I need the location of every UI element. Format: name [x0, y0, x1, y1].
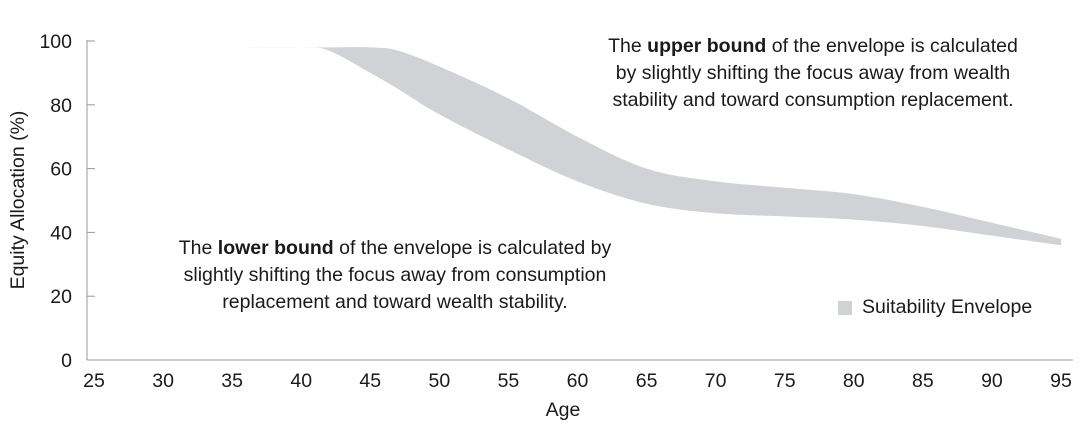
lower-annot-line1-rest: of the envelope is calculated by	[333, 237, 612, 259]
y-tick-label: 60	[50, 159, 72, 181]
envelope-layer	[232, 47, 1062, 246]
x-tick-label: 70	[705, 370, 727, 392]
y-tick-label: 100	[39, 31, 72, 53]
suitability-envelope-area	[232, 47, 1062, 246]
x-tick-label: 50	[429, 370, 451, 392]
x-tick-label: 35	[221, 370, 243, 392]
x-tick-label: 55	[498, 370, 520, 392]
upper-annot-pre: The	[608, 35, 648, 57]
y-tick-label: 40	[50, 222, 72, 244]
y-tick-label: 0	[61, 350, 72, 372]
upper-bound-annotation: The upper bound of the envelope is calcu…	[548, 33, 1078, 114]
y-tick-label: 80	[50, 95, 72, 117]
x-tick-label: 45	[359, 370, 381, 392]
x-tick-label: 60	[567, 370, 589, 392]
lower-annot-line2: slightly shifting the focus away from co…	[183, 264, 607, 286]
x-tick-label: 30	[152, 370, 174, 392]
legend-swatch	[838, 300, 852, 315]
x-tick-label: 85	[912, 370, 934, 392]
lower-bound-annotation: The lower bound of the envelope is calcu…	[120, 235, 670, 316]
y-axis-label: Equity Allocation (%)	[7, 111, 29, 290]
x-tick-label: 65	[636, 370, 658, 392]
y-tick-label: 20	[50, 286, 72, 308]
lower-annot-pre: The	[178, 237, 218, 259]
upper-annot-line3: stability and toward consumption replace…	[612, 89, 1014, 111]
legend: Suitability Envelope	[838, 296, 1032, 319]
x-tick-label: 25	[83, 370, 105, 392]
x-ticks: 25 30 35 40 45 50 55 60 65 70 75 80 85 90 95	[83, 370, 1072, 392]
x-tick-label: 80	[843, 370, 865, 392]
upper-annot-bold: upper bound	[647, 35, 767, 57]
x-tick-label: 95	[1050, 370, 1072, 392]
x-tick-label: 90	[981, 370, 1003, 392]
upper-annot-line1-rest: of the envelope is calculated	[766, 35, 1018, 57]
legend-label: Suitability Envelope	[862, 296, 1033, 318]
x-axis-label: Age	[546, 399, 581, 421]
upper-annot-line2: by slightly shifting the focus away from…	[615, 62, 1011, 84]
x-tick-label: 75	[774, 370, 796, 392]
y-ticks: 0 20 40 60 80 100	[39, 31, 95, 372]
x-tick-label: 40	[290, 370, 312, 392]
lower-annot-bold: lower bound	[217, 237, 334, 259]
lower-annot-line3: replacement and toward wealth stability.	[222, 291, 568, 313]
